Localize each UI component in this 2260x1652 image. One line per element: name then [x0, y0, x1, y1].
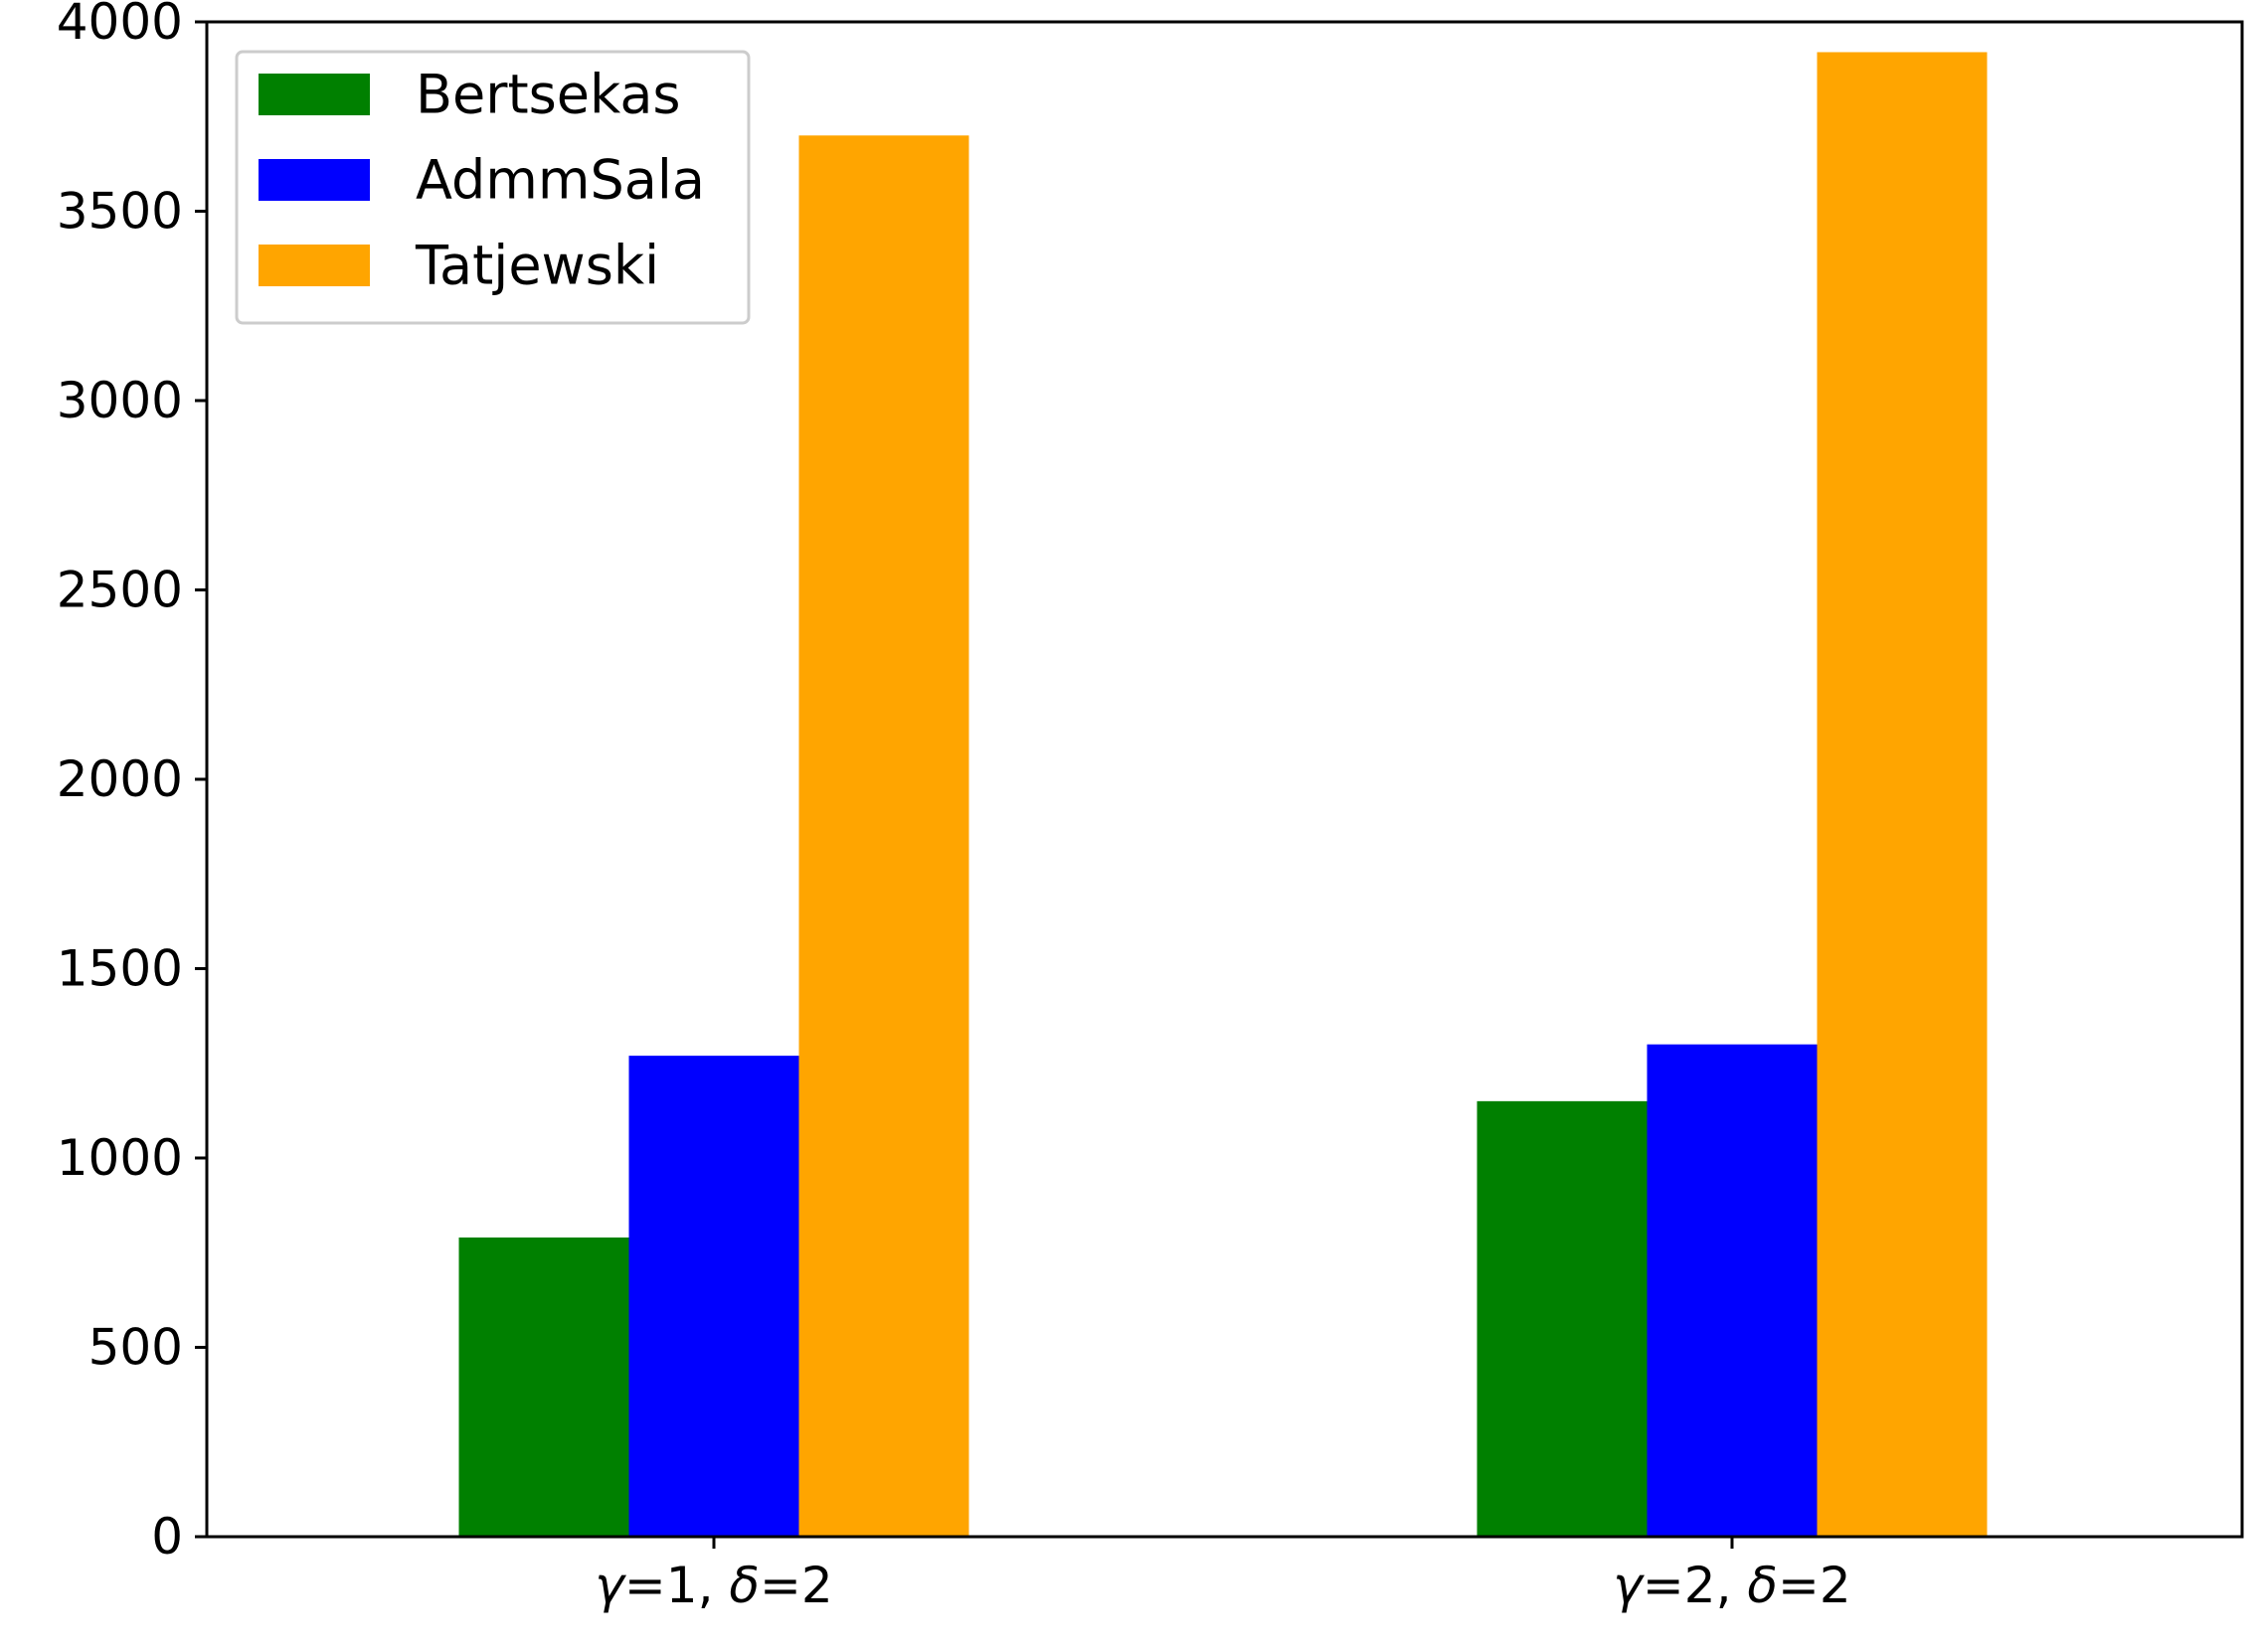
y-tick-label: 3500 [57, 183, 183, 241]
bar-admmsala-1 [628, 1056, 799, 1537]
y-tick-label: 1500 [57, 940, 183, 998]
x-tick-label: γ=2, δ=2 [1613, 1557, 1850, 1614]
legend-swatch-bertsekas [259, 74, 370, 115]
legend-swatch-tatjewski [259, 245, 370, 286]
legend-swatch-admmsala [259, 159, 370, 201]
axes-layer: 0 500 1000 1500 2000 2500 3000 3500 4000 γ=1, δ=2… [57, 0, 2244, 1614]
bar-tatjewski-1 [798, 135, 969, 1537]
legend-label-admmsala: AdmmSala [416, 149, 705, 212]
y-tick-label: 2500 [57, 562, 183, 619]
legend-label-tatjewski: Tatjewski [415, 235, 659, 297]
legend: Bertsekas AdmmSala Tatjewski [235, 50, 751, 325]
bars-layer [458, 52, 1988, 1538]
x-tick-label: γ=1, δ=2 [595, 1557, 832, 1614]
bar-bertsekas-1 [458, 1238, 629, 1537]
bar-admmsala-2 [1647, 1044, 1818, 1537]
bar-tatjewski-2 [1817, 52, 1988, 1538]
bar-bertsekas-2 [1477, 1100, 1648, 1537]
legend-label-bertsekas: Bertsekas [416, 64, 681, 126]
y-tick-label: 500 [88, 1319, 183, 1377]
y-tick-label: 1000 [57, 1129, 183, 1187]
y-tick-label: 3000 [57, 372, 183, 429]
y-tick-label: 0 [151, 1508, 183, 1566]
y-tick-label: 2000 [57, 750, 183, 808]
y-tick-label: 4000 [57, 0, 183, 51]
